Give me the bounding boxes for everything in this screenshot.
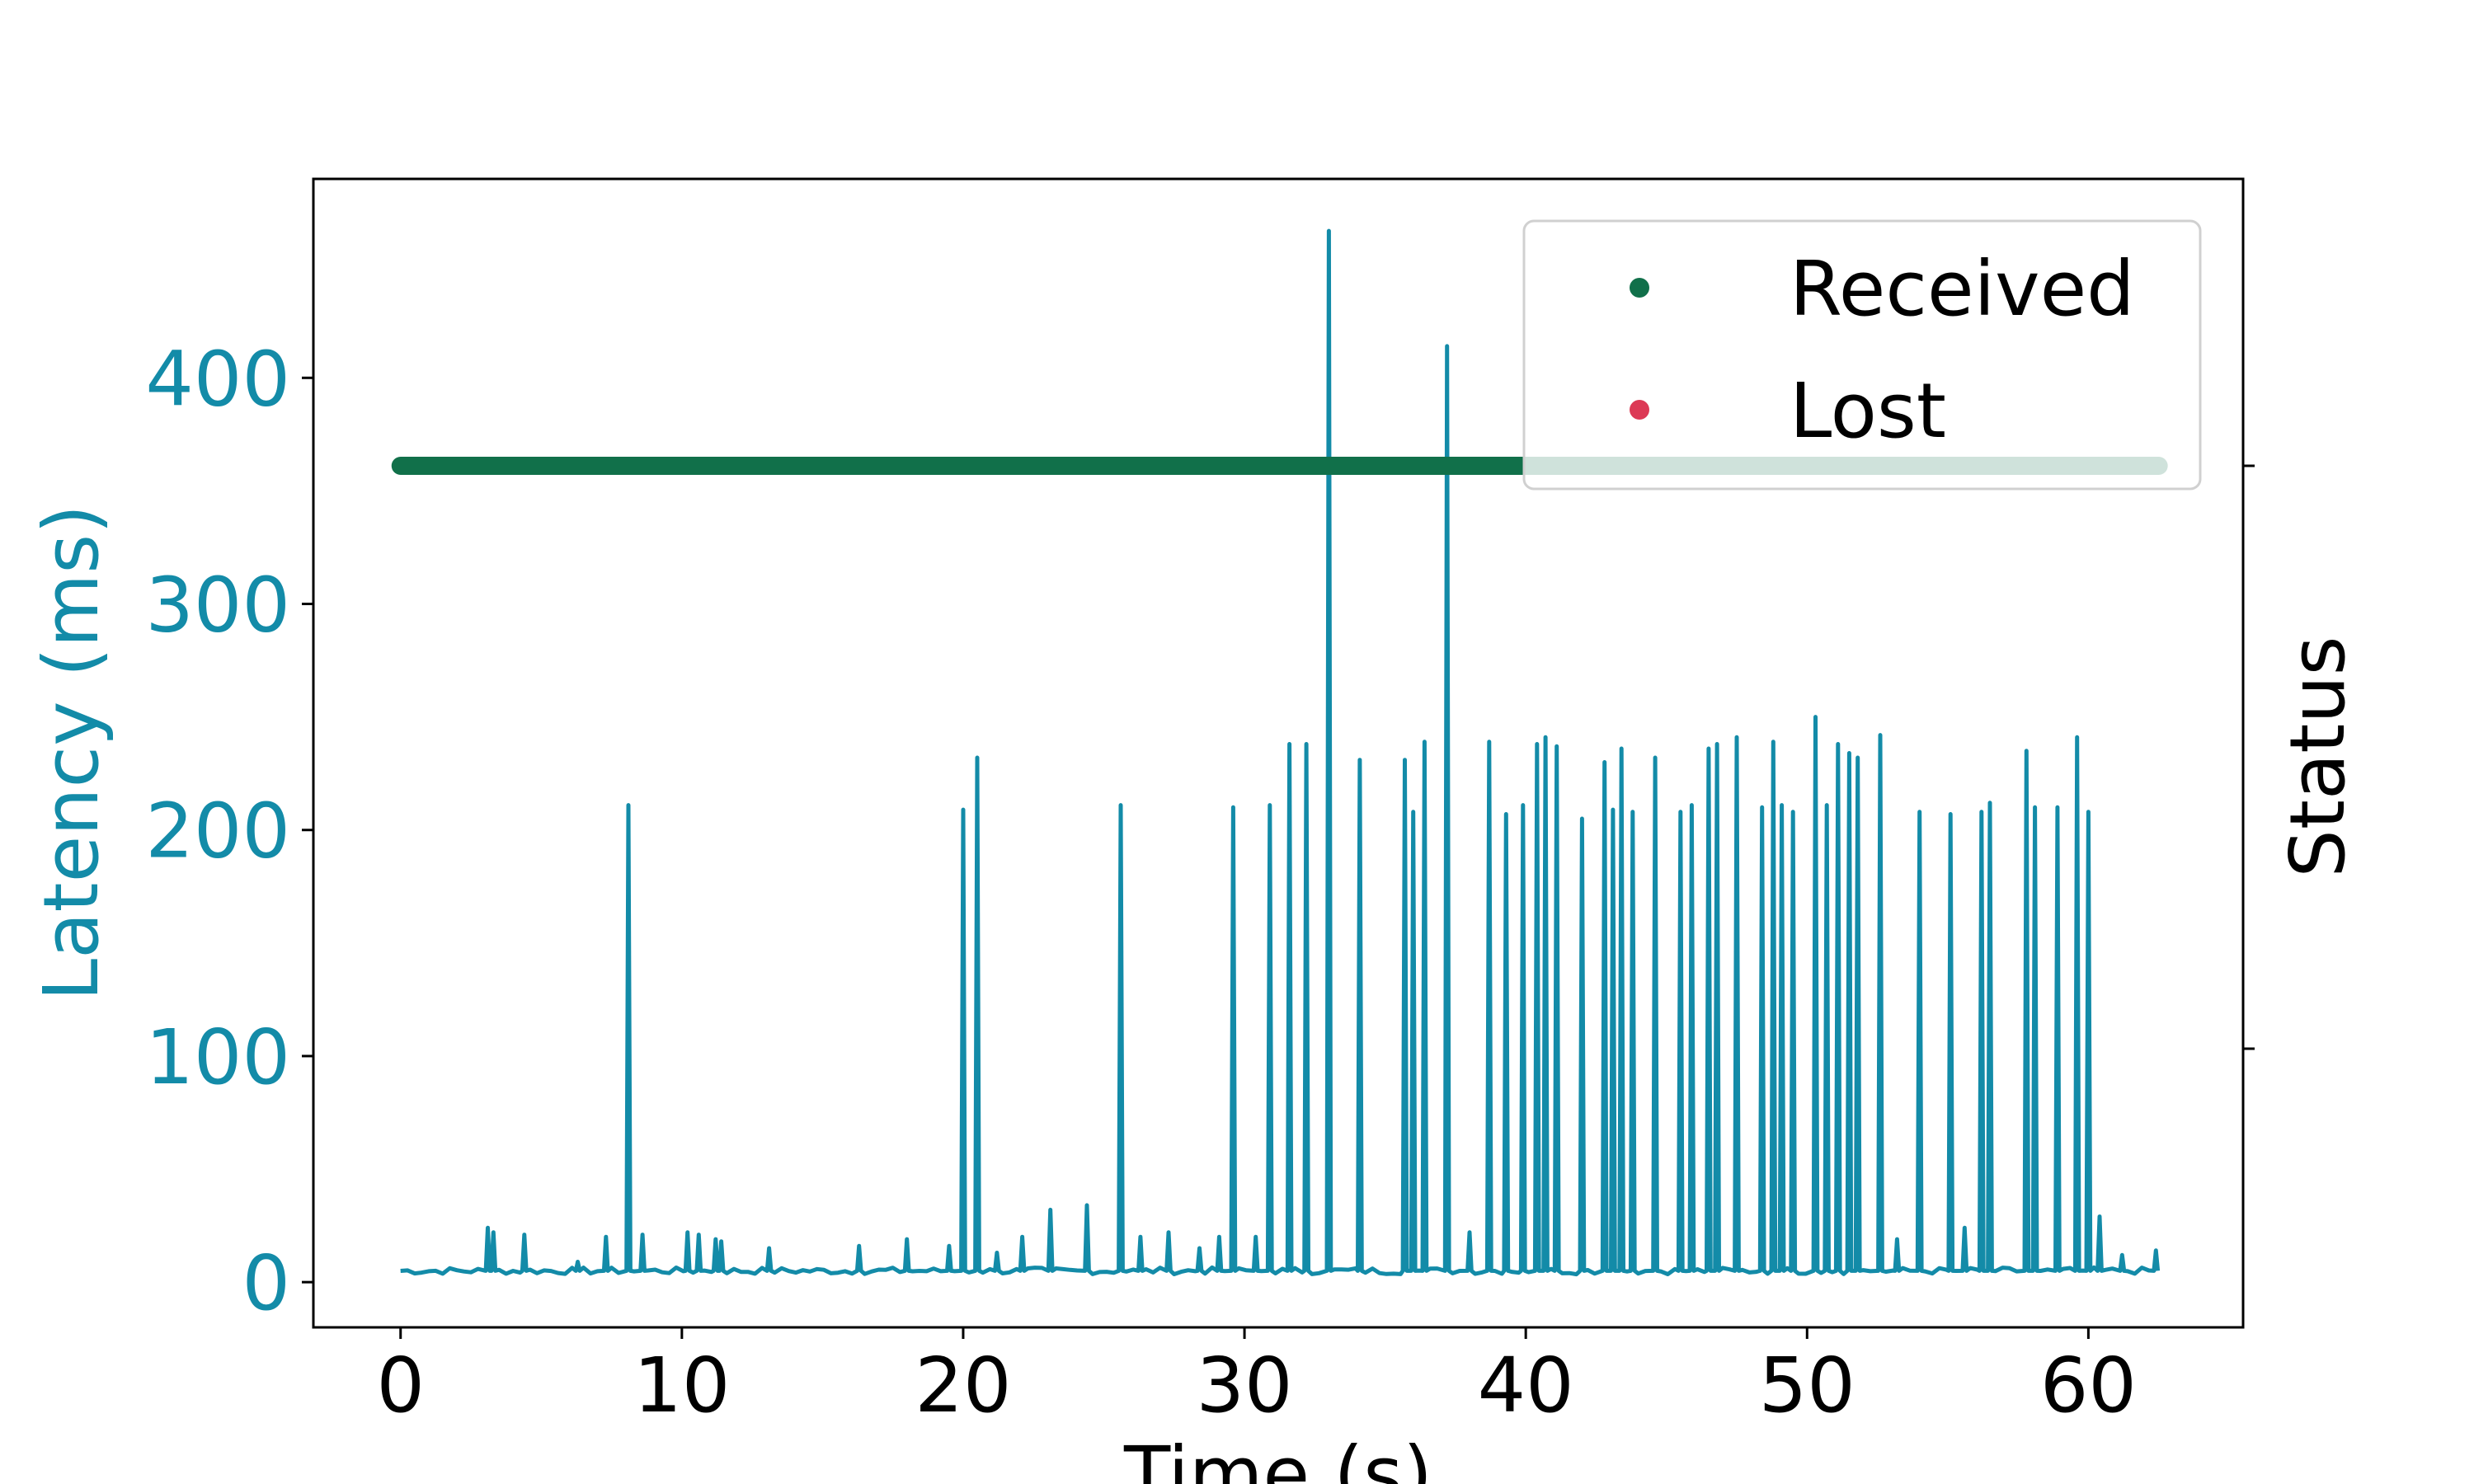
x-tick-label: 50: [1759, 1341, 1856, 1430]
y-tick-label: 300: [145, 561, 290, 650]
plot-frame: [312, 177, 2245, 1329]
legend-marker-received: [1630, 278, 1649, 298]
x-tick-label: 30: [1197, 1341, 1293, 1430]
y-axis-title: Latency (ms): [27, 505, 115, 1001]
x-axis-title: Time (s): [1123, 1430, 1432, 1484]
y-axis-right: [2243, 464, 2255, 1050]
y2-axis-title: Status: [2274, 636, 2362, 877]
x-tick-label: 40: [1478, 1341, 1574, 1430]
y-tick-label: 100: [145, 1013, 290, 1101]
latency-series-line: [400, 228, 2161, 1277]
x-axis: 0 10 20 30 40 50 60: [376, 1327, 2137, 1430]
legend-box: [1522, 219, 2202, 491]
y-tick-label: 0: [242, 1239, 290, 1327]
legend-marker-lost: [1630, 400, 1649, 420]
legend-label-received: Received: [1790, 245, 2135, 333]
y-tick-label: 200: [145, 787, 290, 876]
legend-label-lost: Lost: [1790, 367, 1946, 455]
y-axis-left: 0 100 200 300 400: [145, 335, 313, 1327]
x-tick-label: 60: [2040, 1341, 2137, 1430]
legend: Received Lost: [1522, 219, 2202, 491]
x-tick-label: 20: [915, 1341, 1011, 1430]
x-tick-label: 10: [633, 1341, 730, 1430]
y-tick-label: 400: [145, 335, 290, 423]
x-tick-label: 0: [376, 1341, 425, 1430]
